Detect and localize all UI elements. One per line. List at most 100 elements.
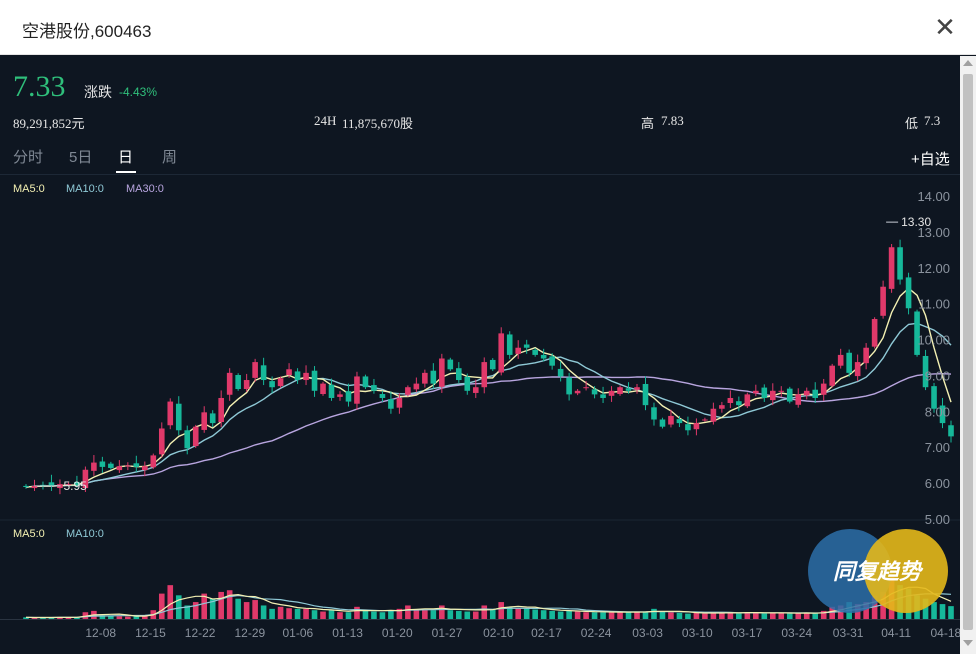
candle-body bbox=[659, 419, 666, 427]
volume-bar bbox=[676, 612, 683, 619]
candle-body bbox=[829, 365, 835, 386]
candle-body bbox=[931, 386, 937, 409]
close-icon[interactable]: ✕ bbox=[934, 12, 956, 42]
volume-bar bbox=[455, 610, 462, 619]
current-price: 7.33 bbox=[13, 70, 66, 103]
candle-body bbox=[175, 403, 182, 431]
candle-body bbox=[608, 390, 615, 396]
volume-bar bbox=[328, 610, 335, 619]
candle-body bbox=[702, 419, 708, 421]
volume-bar bbox=[379, 612, 386, 619]
volume-bar bbox=[269, 608, 275, 619]
candle-body bbox=[133, 463, 140, 467]
candle-body bbox=[439, 358, 445, 387]
volume-bar bbox=[753, 612, 759, 619]
candle-body bbox=[566, 377, 572, 395]
candle-body bbox=[31, 485, 38, 489]
volume-bar bbox=[362, 610, 369, 619]
candle-body bbox=[803, 390, 810, 396]
candle-body bbox=[617, 387, 623, 395]
candle-body bbox=[939, 405, 946, 424]
volume-bar bbox=[642, 611, 649, 619]
tab-5day[interactable]: 5日 bbox=[69, 149, 93, 166]
x-tick-label: 03-03 bbox=[632, 626, 663, 640]
candle-body bbox=[192, 426, 199, 447]
candle-body bbox=[948, 425, 954, 437]
candle-body bbox=[362, 376, 369, 388]
candle-body bbox=[854, 362, 861, 377]
y-tick-label: 12.00 bbox=[917, 261, 950, 276]
x-tick-label: 12-15 bbox=[135, 626, 166, 640]
y-tick-label: 6.00 bbox=[925, 476, 950, 491]
candle-body bbox=[812, 389, 819, 398]
volume-bar bbox=[786, 613, 793, 619]
candle-body bbox=[252, 362, 258, 378]
x-tick-label: 03-24 bbox=[781, 626, 812, 640]
x-tick-label: 02-10 bbox=[483, 626, 514, 640]
volume-bar bbox=[235, 598, 241, 619]
volume-bar bbox=[625, 612, 632, 619]
candle-body bbox=[914, 311, 920, 355]
add-watchlist-button[interactable]: +自选 bbox=[911, 151, 950, 168]
candle-body bbox=[311, 370, 318, 391]
price-legend-item: MA10:0 bbox=[66, 183, 104, 195]
volume-bar bbox=[736, 613, 742, 619]
volume-bar bbox=[515, 608, 522, 619]
active-tab-underline bbox=[116, 171, 136, 173]
x-tick-label: 01-13 bbox=[332, 626, 363, 640]
volume-bar bbox=[506, 606, 513, 619]
candle-body bbox=[778, 390, 785, 392]
candle-body bbox=[693, 423, 700, 430]
volume-bar bbox=[48, 617, 55, 619]
scrollbar-thumb[interactable] bbox=[963, 74, 973, 630]
x-tick-label: 12-08 bbox=[85, 626, 116, 640]
candle-body bbox=[218, 397, 224, 423]
volume-bar bbox=[158, 593, 165, 619]
candle-body bbox=[481, 362, 488, 388]
volume-bar bbox=[837, 605, 844, 619]
candle-body bbox=[769, 390, 776, 401]
volume-legend-item: MA5:0 bbox=[13, 528, 45, 540]
y-tick-label: 14.00 bbox=[917, 189, 950, 204]
candle-body bbox=[897, 247, 903, 280]
x-tick-label: 01-06 bbox=[283, 626, 314, 640]
tab-weekly[interactable]: 周 bbox=[162, 149, 178, 166]
volume-bar bbox=[922, 598, 929, 619]
candle-body bbox=[91, 462, 97, 471]
volume-bar bbox=[218, 591, 224, 619]
volume-bar bbox=[803, 612, 810, 619]
y-tick-label: 11.00 bbox=[918, 297, 950, 312]
tab-daily[interactable]: 日 bbox=[118, 149, 134, 166]
high-label: 高 bbox=[641, 116, 655, 131]
candle-body bbox=[150, 455, 157, 468]
volume-bar bbox=[557, 611, 564, 619]
min-annotation-label: 5.95 bbox=[63, 479, 87, 493]
candle-body bbox=[668, 415, 674, 425]
candle-body bbox=[209, 413, 216, 424]
candle-body bbox=[116, 466, 123, 471]
x-tick-label: 01-27 bbox=[432, 626, 463, 640]
candle-body bbox=[888, 247, 895, 289]
y-tick-label: 8.00 bbox=[925, 404, 950, 419]
candle-body bbox=[820, 383, 827, 395]
volume-bar bbox=[532, 609, 538, 619]
scroll-up-arrow-icon[interactable] bbox=[963, 60, 973, 66]
volume-bar bbox=[710, 612, 717, 619]
volume-bar bbox=[659, 611, 666, 619]
candle-body bbox=[303, 372, 309, 381]
volume-bar bbox=[303, 608, 309, 619]
header-divider bbox=[0, 174, 976, 175]
candle-body bbox=[260, 365, 267, 381]
volume-bar bbox=[719, 612, 725, 619]
scroll-down-arrow-icon[interactable] bbox=[963, 640, 973, 646]
volume-bar bbox=[439, 605, 445, 619]
volume-bar bbox=[464, 611, 471, 619]
max-annotation-label: 13.30 bbox=[901, 215, 931, 229]
candle-body bbox=[294, 371, 301, 381]
kline-chart[interactable]: 14.00 13.00 12.00 11.00 10.00 9.00 8.00 7.00 6.0… bbox=[0, 175, 960, 655]
volume-bar bbox=[481, 605, 488, 619]
volume-bar bbox=[693, 612, 700, 619]
candle-body bbox=[905, 277, 912, 309]
x-tick-label: 03-10 bbox=[682, 626, 713, 640]
tab-intraday[interactable]: 分时 bbox=[13, 149, 44, 166]
